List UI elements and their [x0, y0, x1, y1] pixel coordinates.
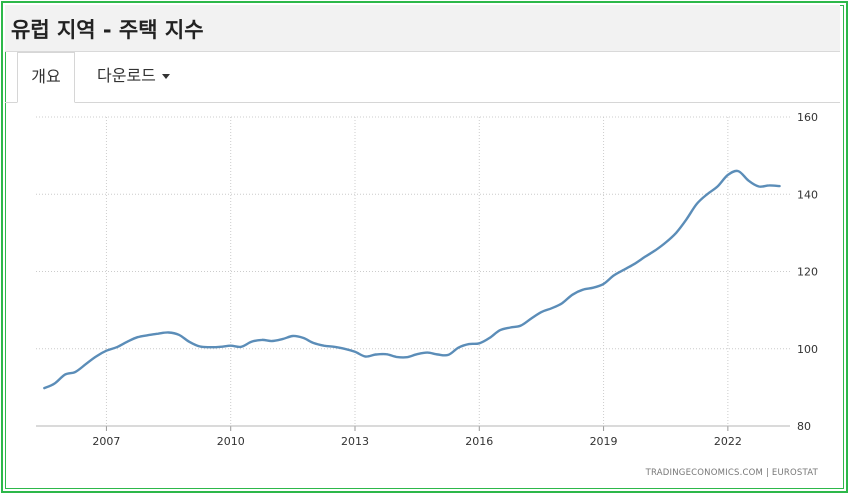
x-tick-label: 2016	[465, 435, 493, 448]
tab-bar: 개요 다운로드	[5, 52, 840, 103]
y-tick-label: 100	[797, 343, 818, 356]
tab-overview-label: 개요	[31, 67, 61, 86]
axes: 80 100 120 140 160 2007 2010 2013 2016 2019 2022	[36, 111, 818, 448]
x-tick-label: 2019	[590, 435, 618, 448]
series-layer	[43, 169, 781, 390]
grid-lines	[36, 116, 790, 427]
source-attribution: TRADINGECONOMICS.COM | EUROSTAT	[645, 468, 818, 478]
x-tick-label: 2022	[714, 435, 742, 448]
page-title: 유럽 지역 - 주택 지수	[11, 18, 204, 42]
series-line	[43, 169, 781, 390]
y-tick-label: 160	[797, 111, 818, 124]
x-tick-label: 2010	[217, 435, 245, 448]
y-tick-label: 140	[797, 188, 818, 201]
tab-download-label: 다운로드	[97, 66, 156, 85]
y-tick-label: 120	[797, 266, 818, 279]
x-tick-label: 2013	[341, 435, 369, 448]
tab-download-dropdown[interactable]: 다운로드	[91, 52, 176, 102]
x-tick-label: 2007	[92, 435, 120, 448]
tab-overview[interactable]: 개요	[17, 52, 75, 103]
y-tick-label: 80	[797, 420, 811, 433]
caret-down-icon	[161, 74, 170, 79]
title-bar: 유럽 지역 - 주택 지수	[5, 5, 840, 52]
